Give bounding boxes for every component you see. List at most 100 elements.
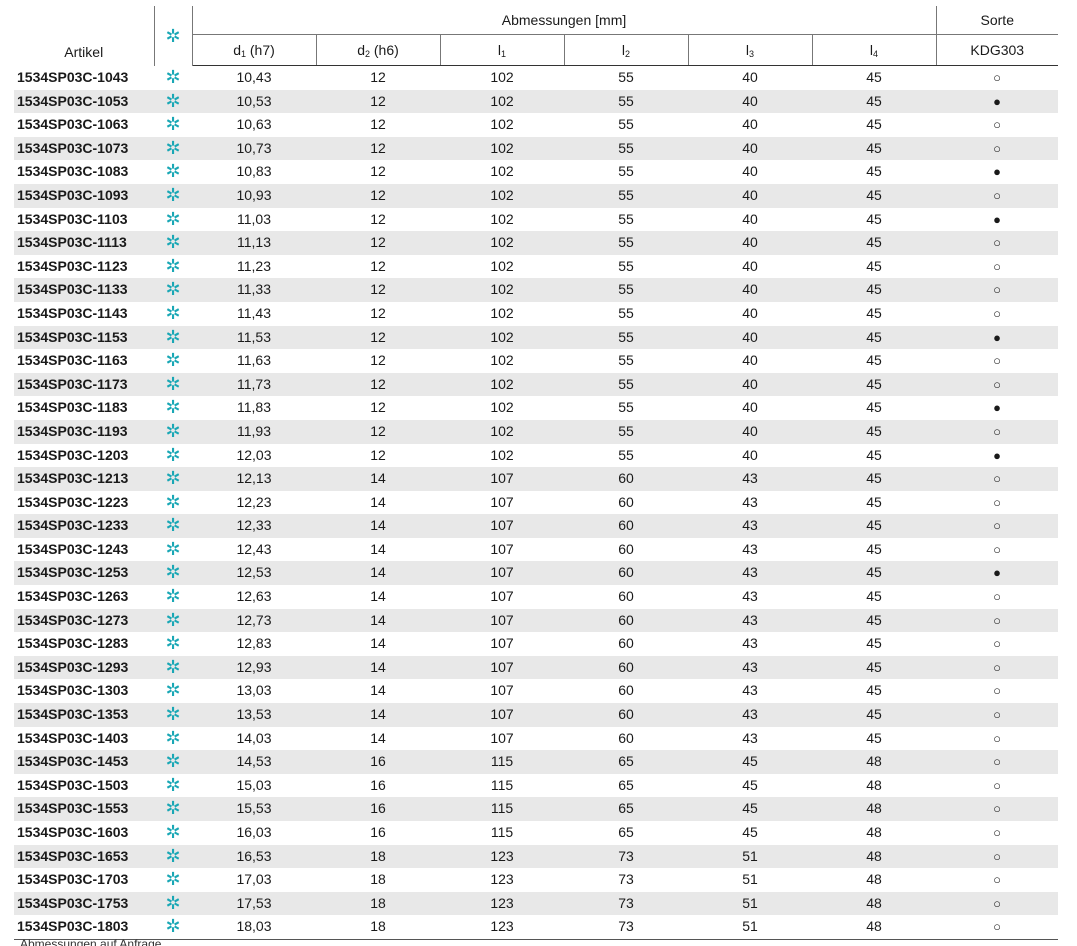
cell-l2: 55 [618, 352, 634, 369]
star-icon: ✲ [165, 255, 181, 276]
cell-l4: 48 [812, 915, 936, 940]
open-circle-icon: ○ [993, 589, 1001, 605]
article-number: 1534SP03C-1603 [17, 824, 129, 840]
cell-l1: 102 [490, 163, 514, 180]
col-header-l2: l2 [564, 34, 689, 66]
cell-d1: 16,53 [192, 844, 316, 869]
cell-d2: 12 [316, 136, 440, 161]
cell-l1: 107 [490, 588, 514, 605]
cell-l3: 51 [688, 915, 812, 940]
cell-l3: 51 [688, 844, 812, 869]
cell-d2: 16 [316, 750, 440, 774]
cell-d2: 12 [316, 325, 440, 350]
cell-l1: 107 [490, 635, 514, 652]
cell-l2: 55 [618, 446, 634, 463]
cell-d2: 18 [316, 844, 440, 869]
table-row: 1534SP03C-1293 ✲ 12,93 14 107 60 43 45 ○ [14, 655, 1058, 680]
table-row: 1534SP03C-1703 ✲ 17,03 18 123 73 51 48 ○ [14, 868, 1058, 892]
filled-circle-icon: ● [936, 325, 1058, 350]
cell-l1: 102 [490, 69, 514, 85]
star-icon: ✲ [165, 397, 181, 418]
cell-l2: 55 [618, 163, 634, 180]
open-circle-icon: ○ [993, 258, 1001, 274]
cell-l4: 48 [866, 871, 882, 888]
cell-l3: 40 [742, 69, 758, 85]
article-number: 1534SP03C-1123 [17, 257, 128, 274]
cell-l2: 55 [564, 231, 688, 255]
table-row: 1534SP03C-1653 ✲ 16,53 18 123 73 51 48 ○ [14, 844, 1058, 869]
cell-l3: 40 [688, 419, 812, 444]
cell-l2: 60 [618, 682, 634, 699]
open-circle-icon: ○ [936, 655, 1058, 680]
star-icon: ✲ [165, 350, 181, 371]
cell-d2: 14 [370, 588, 386, 605]
cell-l4: 45 [812, 183, 936, 208]
table-row: 1534SP03C-1163 ✲ 11,63 12 102 55 40 45 ○ [14, 349, 1058, 373]
filled-circle-icon: ● [993, 447, 1001, 463]
cell-d1: 11,93 [192, 419, 316, 444]
cell-l1: 102 [440, 372, 564, 397]
cell-d2: 12 [370, 304, 386, 321]
cell-l3: 43 [742, 729, 758, 746]
cell-d1: 11,83 [237, 399, 271, 416]
cell-l3: 51 [688, 891, 812, 916]
open-circle-icon: ○ [993, 825, 1001, 840]
table-row: 1534SP03C-1123 ✲ 11,23 12 102 55 40 45 ○ [14, 255, 1058, 279]
table-row: 1534SP03C-1223 ✲ 12,23 14 107 60 43 45 ○ [14, 491, 1058, 515]
star-icon: ✲ [165, 66, 181, 87]
cell-l1: 102 [490, 116, 514, 133]
cell-d2: 12 [370, 257, 386, 274]
table-row: 1534SP03C-1803 ✲ 18,03 18 123 73 51 48 ○ [14, 915, 1058, 940]
cell-d1: 11,13 [192, 231, 316, 255]
cell-l2: 60 [618, 540, 634, 557]
cell-l3: 43 [688, 655, 812, 680]
cell-l1: 102 [440, 183, 564, 208]
article-number: 1534SP03C-1203 [17, 446, 129, 463]
cell-d2: 18 [316, 915, 440, 940]
cell-d1: 11,53 [192, 325, 316, 350]
cell-d2: 12 [316, 278, 440, 302]
star-icon: ✲ [154, 891, 192, 916]
cell-l4: 45 [812, 514, 936, 538]
table-row: 1534SP03C-1403 ✲ 14,03 14 107 60 43 45 ○ [14, 727, 1058, 751]
cell-d2: 12 [316, 419, 440, 444]
cell-l1: 102 [440, 231, 564, 255]
cell-l1: 123 [440, 844, 564, 869]
cell-l4: 45 [812, 655, 936, 680]
cell-l3: 40 [688, 325, 812, 350]
star-icon: ✲ [165, 680, 181, 701]
open-circle-icon: ○ [936, 419, 1058, 444]
star-icon: ✲ [154, 372, 192, 397]
cell-l4: 45 [866, 682, 882, 699]
cell-l3: 40 [688, 372, 812, 397]
article-number: 1534SP03C-1093 [14, 183, 154, 208]
table-row: 1534SP03C-1053 ✲ 10,53 12 102 55 40 45 ● [14, 89, 1058, 114]
filled-circle-icon: ● [993, 400, 1001, 416]
article-number: 1534SP03C-1133 [14, 278, 154, 302]
cell-d1: 11,23 [237, 257, 271, 274]
article-number: 1534SP03C-1653 [14, 844, 154, 869]
cell-l3: 43 [742, 540, 758, 557]
star-icon: ✲ [154, 915, 192, 940]
article-number: 1534SP03C-1293 [14, 655, 154, 680]
cell-d2: 16 [370, 776, 386, 793]
cell-l1: 102 [490, 352, 514, 369]
cell-l3: 43 [688, 467, 812, 491]
footnote: Abmessungen auf Anfrage [20, 938, 162, 946]
cell-l2: 55 [564, 89, 688, 114]
cell-d2: 12 [370, 116, 386, 133]
cell-l4: 45 [866, 446, 882, 463]
cell-d1: 13,03 [236, 682, 272, 699]
star-icon: ✲ [154, 6, 193, 66]
dimension-table: Artikel ✲ Abmessungen [mm] Sorte d1 (h7)… [14, 6, 1058, 940]
cell-l2: 55 [618, 210, 634, 227]
star-icon: ✲ [165, 491, 181, 512]
cell-l3: 43 [688, 561, 812, 586]
open-circle-icon: ○ [936, 372, 1058, 397]
cell-d2: 12 [316, 372, 440, 397]
cell-l3: 40 [688, 231, 812, 255]
star-icon: ✲ [154, 703, 192, 727]
star-icon: ✲ [154, 183, 192, 208]
cell-d2: 18 [316, 891, 440, 916]
cell-l2: 65 [564, 750, 688, 774]
